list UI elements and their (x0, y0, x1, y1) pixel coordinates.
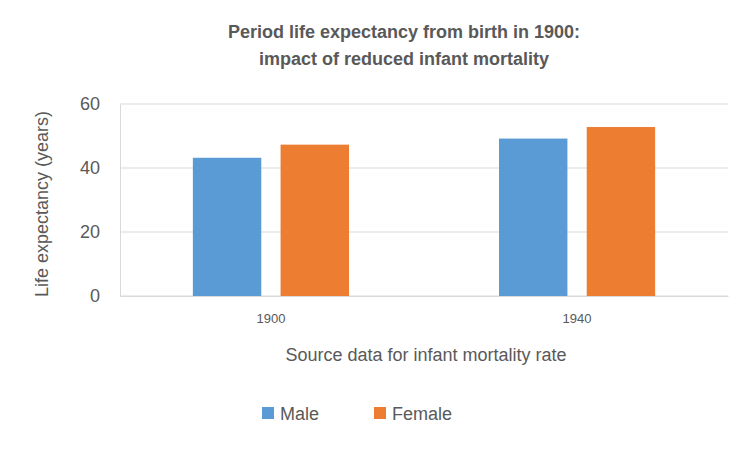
x-axis-line (121, 296, 729, 297)
grid (120, 104, 728, 296)
y-tick: 60 (80, 94, 120, 114)
legend-label: Female (392, 404, 452, 424)
x-tick: 1940 (563, 296, 592, 326)
legend-label: Male (280, 404, 319, 424)
y-axis-title: Life expectancy (years) (32, 111, 52, 297)
y-tick-label: 20 (80, 222, 100, 242)
bars (193, 127, 655, 296)
bar (499, 139, 567, 296)
y-axis-line (120, 105, 121, 297)
title-line: impact of reduced infant mortality (259, 49, 549, 69)
x-tick-label: 1900 (256, 311, 285, 326)
y-tick-label: 60 (80, 94, 100, 114)
chart: Period life expectancy from birth in 190… (0, 0, 745, 449)
title-line: Period life expectancy from birth in 190… (228, 22, 580, 42)
y-axis: 0 20 40 60 (80, 94, 121, 306)
bar (587, 127, 655, 296)
x-tick-label: 1940 (563, 311, 592, 326)
x-tick: 1900 (256, 296, 285, 326)
y-tick: 0 (90, 286, 120, 306)
y-tick-label: 40 (80, 158, 100, 178)
legend-swatch (262, 407, 274, 419)
y-tick: 20 (80, 222, 120, 242)
legend: Male Female (262, 404, 452, 424)
title: Period life expectancy from birth in 190… (228, 22, 580, 69)
x-axis-title: Source data for infant mortality rate (285, 345, 566, 365)
y-tick-label: 0 (90, 286, 100, 306)
grid-line (120, 104, 728, 105)
bar (281, 145, 349, 296)
legend-swatch (374, 407, 386, 419)
bar (193, 158, 261, 296)
y-tick: 40 (80, 158, 120, 178)
x-axis: 1900 1940 (121, 296, 729, 326)
